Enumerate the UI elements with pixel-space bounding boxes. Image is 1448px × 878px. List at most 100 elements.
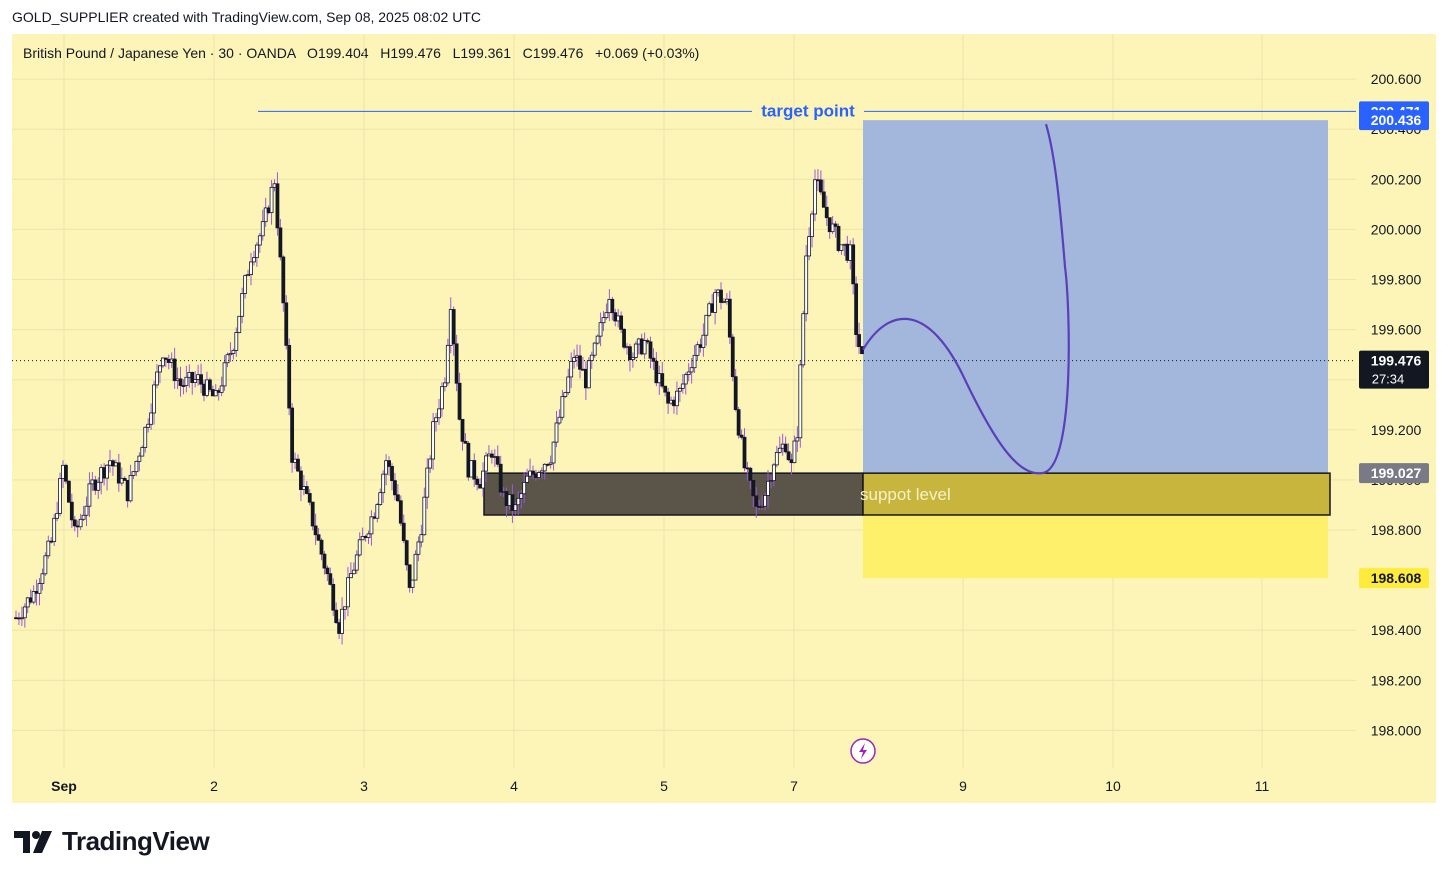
x-tick-label: 7 [790, 778, 798, 794]
candle-body [839, 244, 844, 251]
candle-body [52, 517, 57, 542]
candle-body [572, 357, 577, 362]
candle-body [495, 456, 500, 465]
candle-body [307, 493, 312, 503]
candle-body [771, 464, 776, 481]
candle-body [792, 440, 797, 464]
candle-body [860, 346, 864, 355]
candle-body [199, 374, 203, 385]
candle-body [440, 386, 444, 410]
candle-body [184, 376, 189, 386]
candle-body [804, 255, 809, 315]
candle-body [733, 376, 738, 411]
y-tick-label: 198.000 [1371, 722, 1422, 738]
candle-body [519, 493, 524, 499]
candle-body [328, 573, 333, 585]
candle-body [754, 495, 759, 507]
candle-body [310, 501, 315, 527]
candle-body [284, 302, 289, 346]
candle-body [22, 606, 27, 619]
candle-body [633, 343, 638, 358]
candle-body [346, 577, 350, 608]
candle-body [801, 313, 806, 366]
y-tick-label: 200.200 [1371, 171, 1422, 187]
candle-body [857, 334, 861, 347]
candle-body [257, 235, 262, 246]
candle-body [763, 495, 767, 507]
candle-body [722, 301, 726, 304]
candle-body [554, 422, 559, 443]
candle-body [457, 382, 462, 420]
candle-body [704, 314, 709, 336]
y-tick-label: 199.200 [1371, 422, 1422, 438]
candle-body [246, 274, 250, 277]
candle-body [398, 500, 403, 524]
candle-body [434, 417, 438, 423]
x-tick-label: 5 [660, 778, 668, 794]
candle-body [442, 382, 447, 388]
candle-body [425, 467, 430, 498]
candle-body [304, 486, 309, 494]
candle-body [395, 494, 400, 502]
candle-body [343, 606, 347, 610]
candle-body [833, 223, 838, 227]
target-zone[interactable] [863, 120, 1328, 474]
candle-body [498, 463, 503, 493]
candle-body [677, 387, 682, 392]
candle-body [648, 341, 653, 359]
tradingview-logo-icon [14, 830, 52, 853]
candle-body [252, 257, 256, 263]
candle-body [810, 213, 814, 238]
candle-body [645, 340, 650, 343]
support-box[interactable] [483, 472, 864, 516]
candle-body [19, 617, 24, 620]
candle-body [393, 480, 397, 496]
candle-body [601, 317, 606, 324]
target-price-tag: 200.436 [1371, 112, 1422, 128]
candle-body [381, 473, 386, 494]
candle-body [401, 522, 406, 542]
candle-body [813, 179, 817, 215]
candle-body [87, 483, 92, 507]
candle-body [739, 434, 744, 438]
candle-body [821, 191, 826, 208]
time-axis[interactable] [12, 768, 1436, 803]
x-tick-label: 2 [210, 778, 218, 794]
candle-body [263, 207, 268, 223]
candle-body [116, 462, 121, 484]
candle-body [557, 416, 562, 424]
candle-body [472, 460, 477, 480]
candle-body [378, 492, 383, 505]
candle-body [325, 567, 330, 575]
candle-body [243, 275, 248, 294]
candle-body [163, 357, 168, 360]
candle-body [666, 391, 671, 404]
candle-body [225, 354, 230, 364]
price-axis-bg [1356, 34, 1436, 768]
candle-body [730, 336, 735, 378]
candle-body [798, 364, 803, 439]
candle-body [736, 409, 741, 436]
candle-body [551, 441, 556, 464]
projected-path[interactable] [862, 123, 1070, 475]
candle-body [742, 436, 747, 469]
x-tick-label: 11 [1255, 778, 1270, 794]
candle-body [651, 357, 656, 362]
candle-body [146, 423, 151, 428]
candle-body [313, 525, 318, 536]
candle-body [795, 437, 800, 442]
candle-body [510, 494, 515, 511]
last-price-tag-countdown: 27:34 [1372, 372, 1405, 387]
candle-body [589, 354, 594, 362]
candle-body [566, 376, 571, 393]
candle-body [58, 478, 62, 514]
candle-body [786, 451, 791, 461]
candle-body [851, 244, 856, 285]
candle-body [278, 227, 283, 258]
candle-body [484, 455, 488, 472]
tradingview-logo[interactable]: TradingView [14, 826, 210, 857]
candle-body [290, 407, 295, 463]
candle-body [428, 458, 433, 469]
support-box-extension[interactable] [862, 472, 1331, 516]
